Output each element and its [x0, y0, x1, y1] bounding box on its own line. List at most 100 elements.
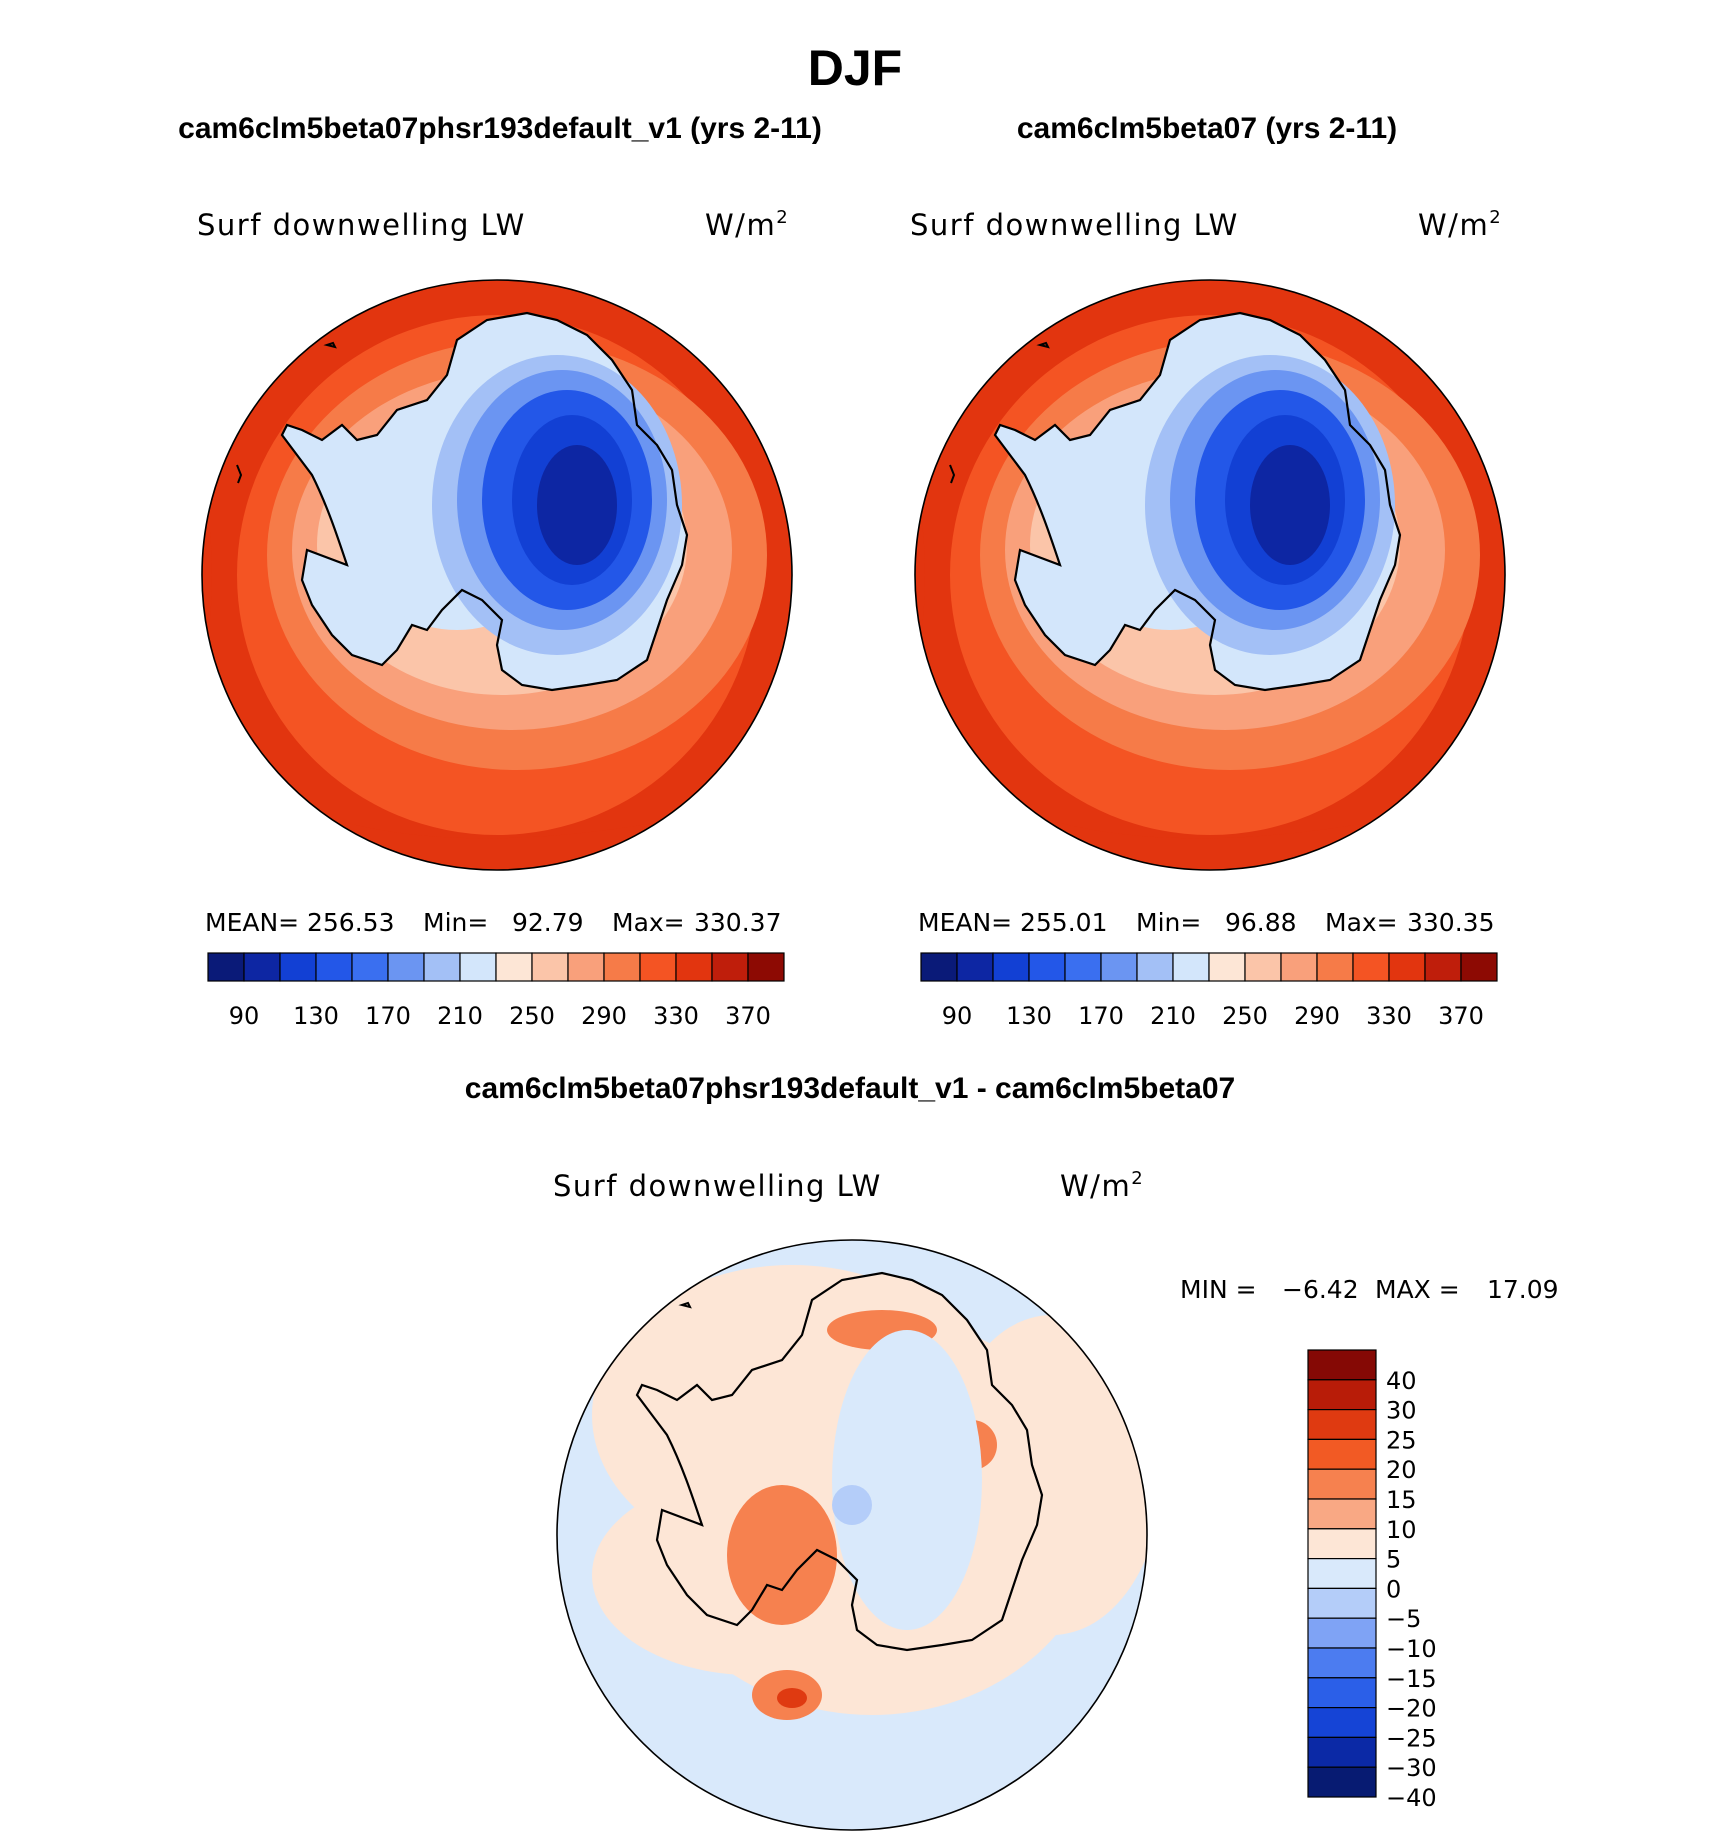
colorbar-box	[675, 952, 713, 982]
colorbar-box	[495, 952, 533, 982]
colorbar-tick-label: 330	[1366, 1002, 1412, 1030]
colorbar-box	[1208, 952, 1246, 982]
panel-1-stats-max-label: Max=	[612, 908, 685, 937]
colorbar-box	[1307, 1558, 1377, 1590]
colorbar-tick-label: −25	[1386, 1724, 1437, 1752]
colorbar-tick-label: 130	[293, 1002, 339, 1030]
colorbar-box	[1136, 952, 1174, 982]
difference-min: −6.42	[1282, 1275, 1359, 1304]
colorbar-tick-label: −30	[1386, 1754, 1437, 1782]
colorbar-box	[1307, 1528, 1377, 1560]
panel-2-units: W/m2	[1418, 207, 1502, 242]
colorbar-box	[956, 952, 994, 982]
colorbar-box	[1307, 1349, 1377, 1381]
colorbar-box	[1388, 952, 1426, 982]
panel-2-stats-max-label: Max=	[1325, 908, 1398, 937]
colorbar-box	[243, 952, 281, 982]
colorbar-box	[567, 952, 605, 982]
colorbar-tick-label: 250	[509, 1002, 555, 1030]
panel-1-colorbar: 90 130 170 210 250 290 330 370	[207, 952, 785, 1030]
panel-2-stats-max: 330.35	[1407, 908, 1494, 937]
colorbar-tick-label: 90	[229, 1002, 260, 1030]
panel-1-map-border	[201, 279, 793, 871]
panel-2: cam6clm5beta07 (yrs 2-11) Surf downwelli…	[910, 112, 1506, 1030]
colorbar-box	[711, 952, 749, 982]
difference-units: W/m2	[1060, 1168, 1144, 1203]
colorbar-box	[992, 952, 1030, 982]
colorbar-tick-label: 130	[1006, 1002, 1052, 1030]
colorbar-tick-label: −20	[1386, 1695, 1437, 1723]
colorbar-tick-label: 90	[942, 1002, 973, 1030]
colorbar-box	[351, 952, 389, 982]
colorbar-tick-label: 25	[1386, 1426, 1417, 1454]
colorbar-box	[1064, 952, 1102, 982]
colorbar-tick-label: 170	[1078, 1002, 1124, 1030]
difference-variable-label: Surf downwelling LW	[553, 1169, 882, 1203]
panel-1-map	[202, 280, 792, 870]
colorbar-tick-label: 290	[1294, 1002, 1340, 1030]
colorbar-tick-label: 30	[1386, 1397, 1417, 1425]
colorbar-box	[1316, 952, 1354, 982]
colorbar-tick-label: −40	[1386, 1784, 1437, 1812]
colorbar-box	[1307, 1647, 1377, 1679]
colorbar-tick-label: 10	[1386, 1516, 1417, 1544]
colorbar-box	[1172, 952, 1210, 982]
difference-min-label: MIN =	[1180, 1275, 1257, 1304]
colorbar-box	[1307, 1766, 1377, 1798]
colorbar-box	[1100, 952, 1138, 982]
colorbar-tick-label: 250	[1222, 1002, 1268, 1030]
panel-1-stats-mean: 256.53	[307, 908, 394, 937]
colorbar-tick-label: 40	[1386, 1367, 1417, 1395]
colorbar-tick-label: 330	[653, 1002, 699, 1030]
colorbar-box	[1307, 1438, 1377, 1470]
colorbar-tick-label: −10	[1386, 1635, 1437, 1663]
colorbar-tick-label: 5	[1386, 1546, 1401, 1574]
panel-2-map-border	[914, 279, 1506, 871]
panel-2-stats-min: 96.88	[1225, 908, 1297, 937]
colorbar-box	[279, 952, 317, 982]
colorbar-box	[603, 952, 641, 982]
colorbar-box	[920, 952, 958, 982]
colorbar-box	[1307, 1498, 1377, 1530]
difference-map	[557, 1240, 1147, 1830]
colorbar-box	[1307, 1408, 1377, 1440]
colorbar-tick-label: 370	[1438, 1002, 1484, 1030]
colorbar-box	[1460, 952, 1498, 982]
colorbar-box	[423, 952, 461, 982]
colorbar-box	[1244, 952, 1282, 982]
colorbar-box	[1028, 952, 1066, 982]
colorbar-box	[1307, 1707, 1377, 1739]
colorbar-box	[387, 952, 425, 982]
panel-2-stats-mean-label: MEAN=	[918, 908, 1012, 937]
panel-2-variable-label: Surf downwelling LW	[910, 208, 1239, 242]
colorbar-box	[1307, 1677, 1377, 1709]
colorbar-box	[747, 952, 785, 982]
panel-1: cam6clm5beta07phsr193default_v1 (yrs 2-1…	[178, 112, 822, 1030]
colorbar-box	[1307, 1617, 1377, 1649]
colorbar-tick-label: 370	[725, 1002, 771, 1030]
colorbar-tick-label: 210	[437, 1002, 483, 1030]
colorbar-box	[639, 952, 677, 982]
colorbar-box	[1307, 1736, 1377, 1768]
colorbar-box	[1307, 1587, 1377, 1619]
colorbar-tick-label: −15	[1386, 1665, 1437, 1693]
colorbar-box	[1307, 1468, 1377, 1500]
colorbar-box	[459, 952, 497, 982]
panel-1-variable-label: Surf downwelling LW	[197, 208, 526, 242]
colorbar-tick-label: 210	[1150, 1002, 1196, 1030]
difference-max-label: MAX =	[1375, 1275, 1460, 1304]
difference-map-border	[556, 1239, 1148, 1831]
difference-panel: cam6clm5beta07phsr193default_v1 - cam6cl…	[465, 1072, 1559, 1831]
colorbar-box	[207, 952, 245, 982]
panel-1-stats-min: 92.79	[512, 908, 584, 937]
panel-2-colorbar: 90 130 170 210 250 290 330 370	[920, 952, 1498, 1030]
panel-1-stats-max: 330.37	[694, 908, 781, 937]
panel-2-case-title: cam6clm5beta07 (yrs 2-11)	[1017, 112, 1397, 145]
colorbar-box	[315, 952, 353, 982]
colorbar-tick-label: 0	[1386, 1575, 1401, 1603]
panel-2-stats-mean: 255.01	[1020, 908, 1107, 937]
panel-1-stats-mean-label: MEAN=	[205, 908, 299, 937]
colorbar-box	[1424, 952, 1462, 982]
